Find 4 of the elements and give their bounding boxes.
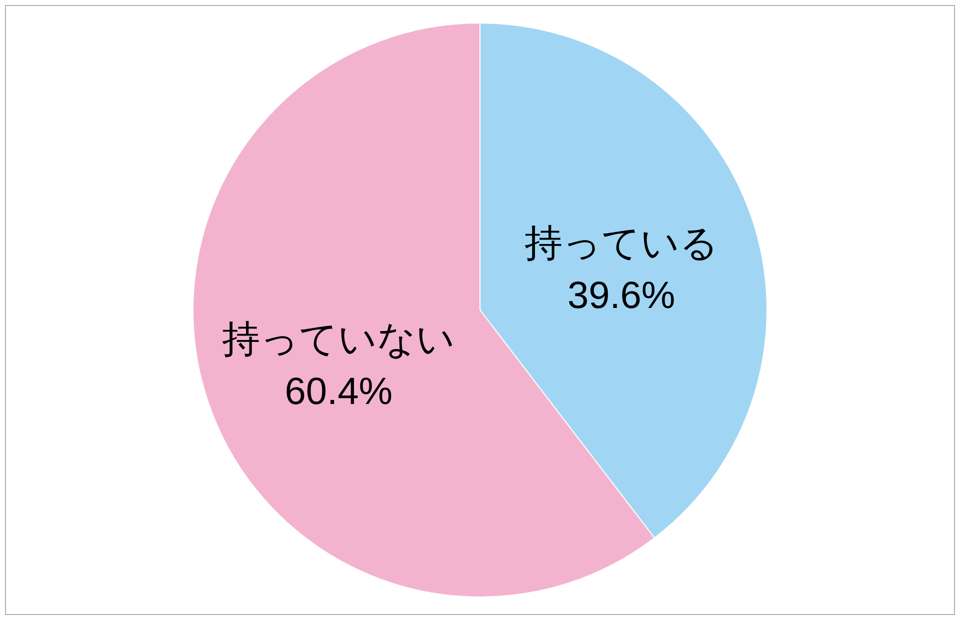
data-label: 60.4%	[284, 370, 393, 413]
slice-label: 持っていない	[222, 316, 456, 361]
data-label: 39.6%	[567, 275, 676, 318]
slice-label: 持っている	[524, 221, 718, 266]
